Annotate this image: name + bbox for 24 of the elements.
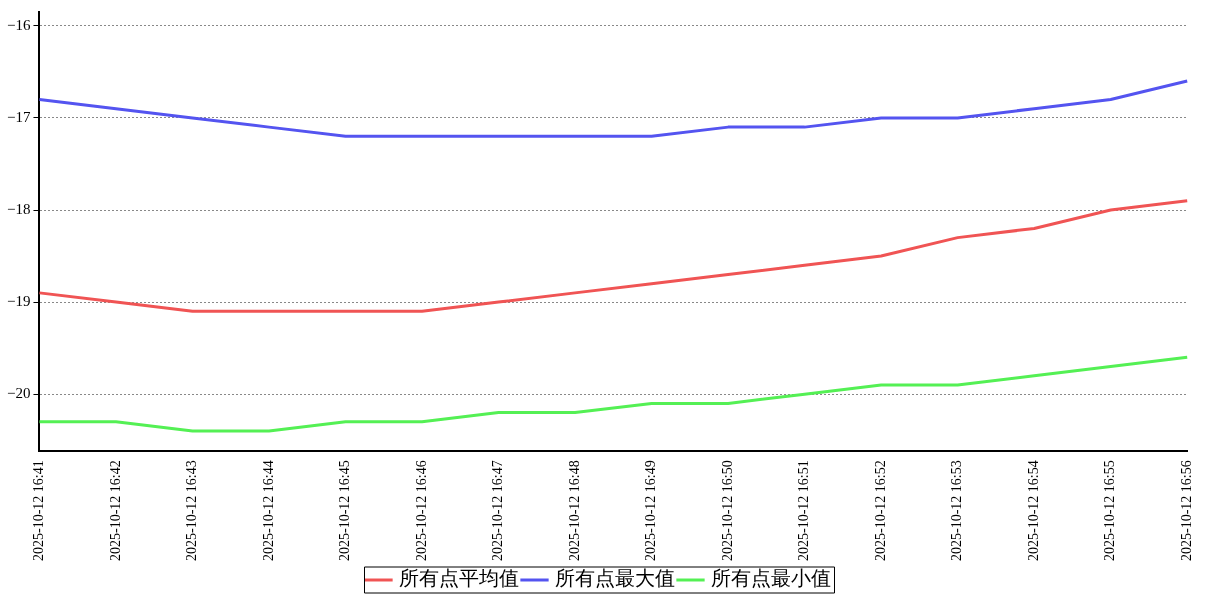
x-tick-label: 2025-10-12 16:54: [1025, 460, 1041, 561]
x-tick-label: 2025-10-12 16:51: [796, 460, 812, 561]
x-tick-label: 2025-10-12 16:41: [31, 460, 47, 561]
legend-label: 所有点平均值: [398, 567, 519, 590]
x-tick-label: 2025-10-12 16:53: [949, 460, 965, 561]
y-tick-label: −18: [6, 200, 31, 217]
x-tick-label: 2025-10-12 16:42: [107, 460, 123, 561]
x-tick-label: 2025-10-12 16:45: [337, 460, 353, 561]
legend-label: 所有点最小值: [710, 567, 831, 590]
x-tick-label: 2025-10-12 16:48: [566, 460, 582, 561]
x-tick-label: 2025-10-12 16:44: [260, 460, 276, 561]
y-tick-label: −20: [6, 385, 31, 402]
y-tick-label: −19: [6, 293, 31, 310]
y-tick-label: −17: [6, 108, 31, 125]
x-tick-label: 2025-10-12 16:47: [490, 460, 506, 561]
y-tick-label: −16: [6, 16, 31, 33]
legend-label: 所有点最大值: [554, 567, 675, 590]
x-tick-label: 2025-10-12 16:55: [1102, 460, 1118, 561]
x-tick-label: 2025-10-12 16:43: [184, 460, 200, 561]
x-tick-label: 2025-10-12 16:52: [872, 460, 888, 561]
x-tick-label: 2025-10-12 16:49: [643, 460, 659, 561]
x-tick-label: 2025-10-12 16:46: [413, 460, 429, 561]
x-tick-label: 2025-10-12 16:56: [1178, 460, 1194, 561]
x-tick-label: 2025-10-12 16:50: [719, 460, 735, 561]
